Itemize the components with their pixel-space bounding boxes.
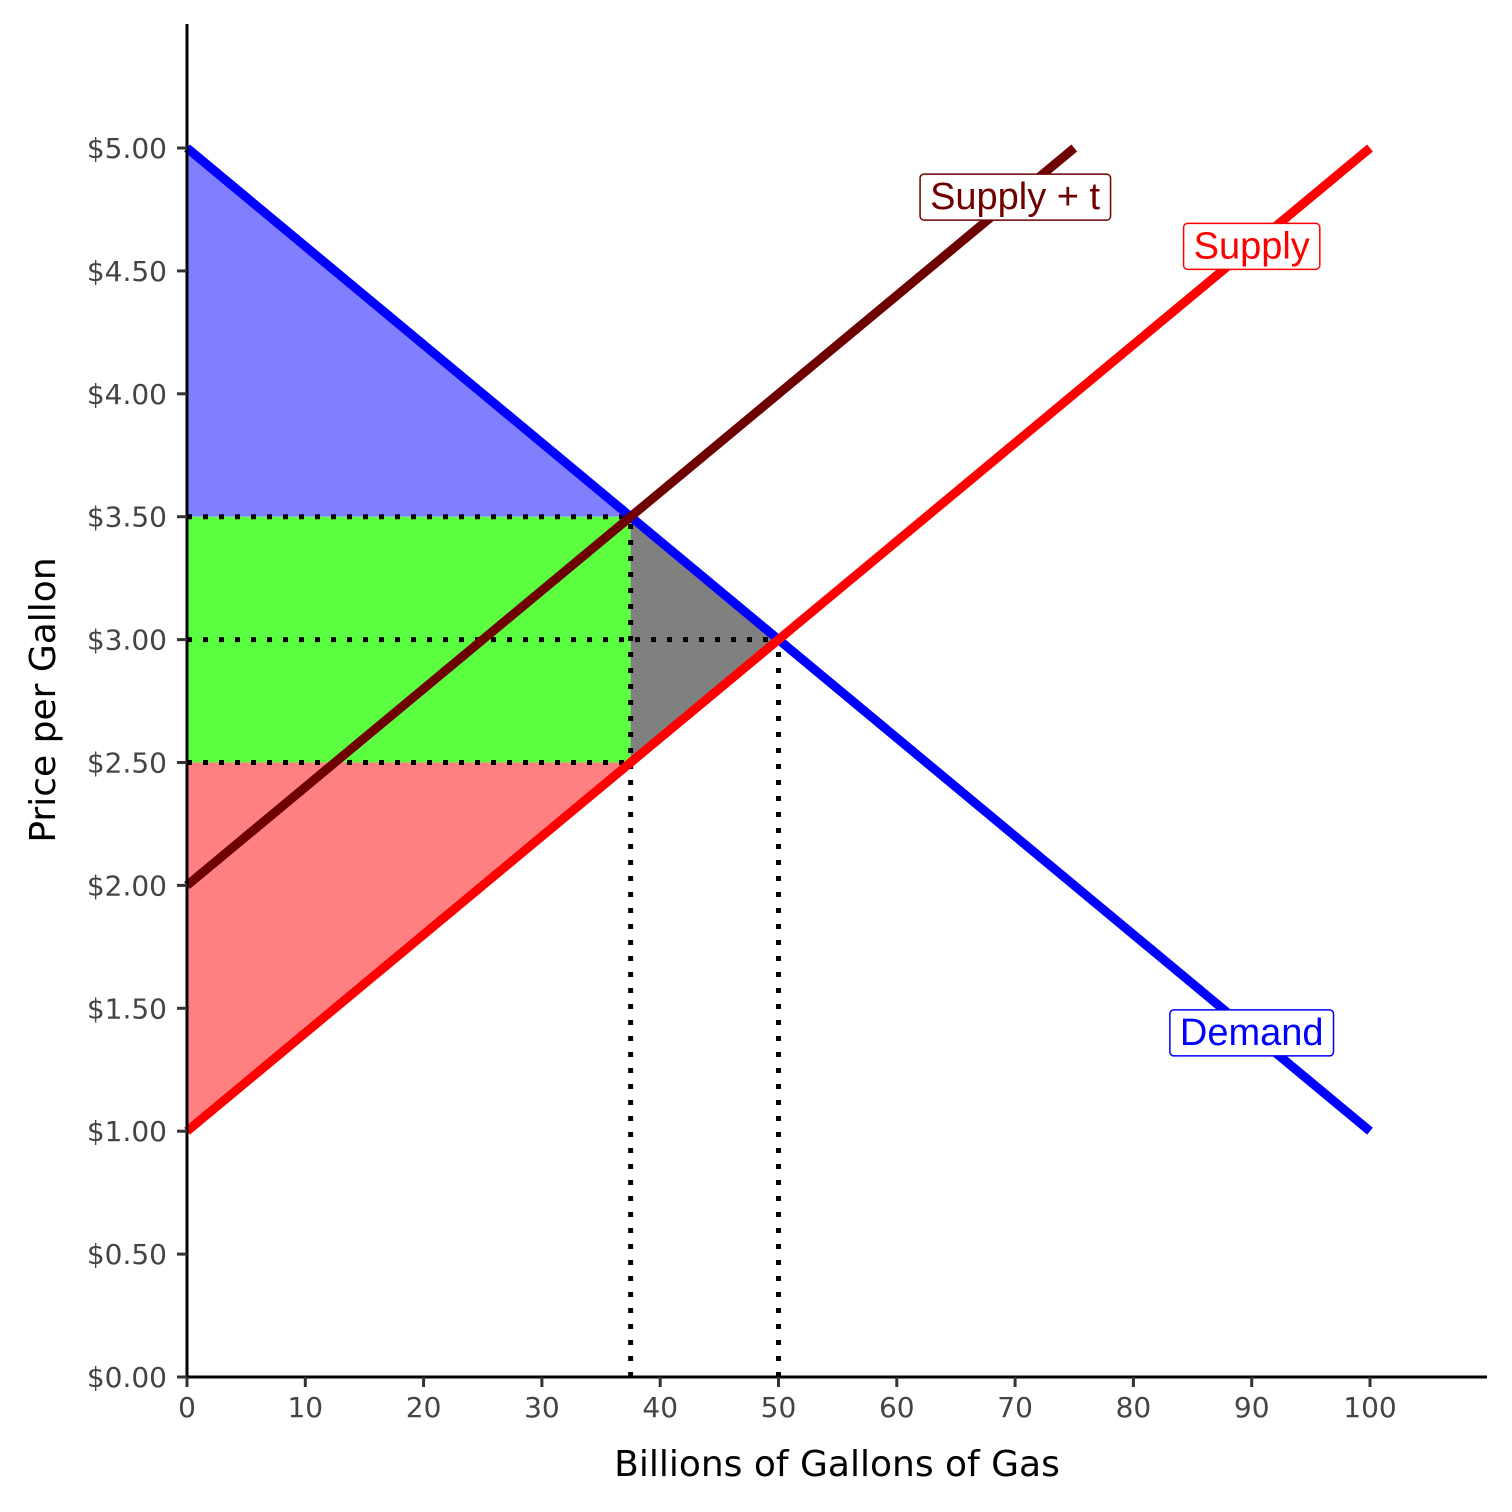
y-tick-label: $0.50: [87, 1238, 167, 1271]
y-axis-ticks: $0.00 $0.50 $1.00 $1.50 $2.00 $2.50 $3.00 $3.50…: [87, 132, 187, 1394]
supply-t-curve: [184, 144, 1078, 889]
demand-label-box: [1169, 1009, 1335, 1057]
supply-t-label: Supply + t: [919, 173, 1112, 221]
y-tick-label: $2.50: [87, 747, 167, 780]
x-tick-label: 40: [642, 1391, 678, 1424]
demand-label-text: Demand: [1180, 1012, 1324, 1054]
curves: [184, 144, 1373, 1135]
shaded-region-1: [187, 516, 631, 763]
y-tick-label: $4.50: [87, 255, 167, 288]
x-tick-label: 70: [997, 1391, 1033, 1424]
reference-lines: [187, 514, 781, 1377]
x-tick-label: 10: [287, 1391, 323, 1424]
y-tick-label: $3.00: [87, 624, 167, 657]
x-tick-label: 90: [1234, 1391, 1270, 1424]
y-tick-label: $4.00: [87, 378, 167, 411]
supply-t-label-box: [919, 173, 1112, 221]
curve-labels: Demand Supply Supply + t: [919, 173, 1335, 1057]
shaded-region-3: [630, 516, 779, 763]
x-tick-label: 60: [879, 1391, 915, 1424]
demand-label: Demand: [1169, 1009, 1335, 1057]
supply-t-label-text: Supply + t: [930, 176, 1100, 218]
y-tick-label: $5.00: [87, 132, 167, 165]
x-tick-label: 30: [524, 1391, 560, 1424]
supply-label: Supply: [1182, 222, 1321, 271]
y-tick-label: $2.00: [87, 869, 167, 902]
x-axis-title: Billions of Gallons of Gas: [614, 1444, 1060, 1485]
x-tick-label: 50: [761, 1391, 797, 1424]
x-tick-label: 20: [406, 1391, 442, 1424]
supply-curve: [184, 144, 1373, 1135]
supply-label-box: [1182, 222, 1321, 271]
y-tick-label: $0.00: [87, 1361, 167, 1394]
axes: [185, 24, 1487, 1379]
y-tick-label: $1.00: [87, 1115, 167, 1148]
x-tick-label: 0: [178, 1391, 196, 1424]
y-axis-title: Price per Gallon: [23, 557, 64, 842]
x-axis-ticks: 0 10 20 30 40 50 60 70 80 90 100: [178, 1377, 1397, 1424]
x-tick-label: 80: [1116, 1391, 1152, 1424]
y-tick-label: $3.50: [87, 501, 167, 534]
y-tick-label: $1.50: [87, 992, 167, 1025]
supply-label-text: Supply: [1194, 225, 1310, 267]
x-tick-label: 100: [1343, 1391, 1396, 1424]
